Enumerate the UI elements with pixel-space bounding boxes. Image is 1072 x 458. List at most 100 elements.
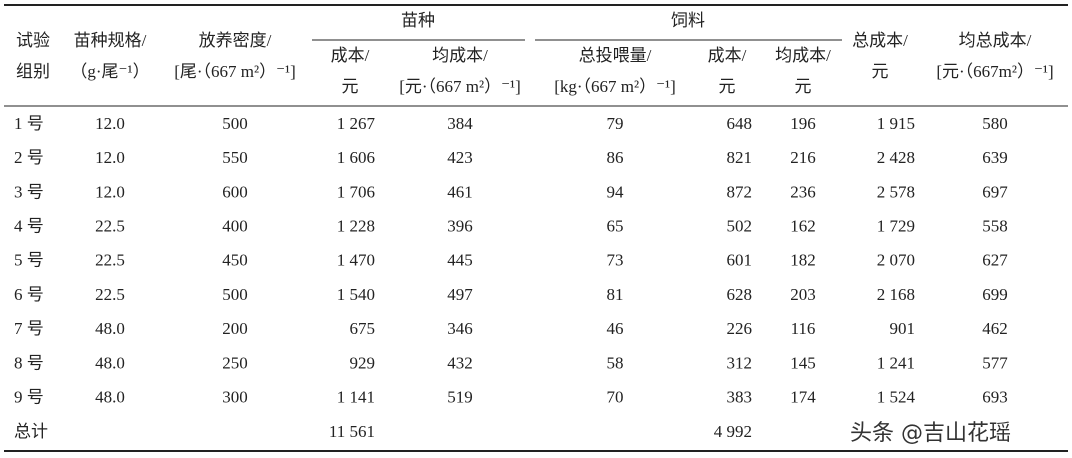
cell: 445 [447,251,473,270]
total-cell: 11 561 [329,422,375,441]
cell: 2 号 [14,148,44,167]
total-label: 总计 [14,422,48,441]
cell: 461 [447,182,473,201]
cell: 400 [222,217,248,236]
cell: 1 524 [877,388,916,407]
cell: 12.0 [95,182,125,201]
cell: 1 706 [337,182,375,201]
header-cell: 总投喂量/ [579,46,652,65]
cell: 432 [447,353,473,372]
cell: 203 [790,285,816,304]
cell: 216 [790,148,816,167]
cell: 182 [790,251,816,270]
cell: 384 [447,114,473,133]
cell: 4 号 [14,217,44,236]
cell: 346 [447,319,473,338]
watermark: 头条 @吉山花瑶 [850,421,1011,446]
cell: 1 141 [337,388,375,407]
cell: 450 [222,251,248,270]
cell: 236 [790,182,816,201]
header-cell: 元 [872,62,889,81]
cell: 423 [447,148,473,167]
cell: 70 [607,388,624,407]
header-cell: 试验 [16,31,50,50]
cell: 1 606 [337,148,375,167]
cell: 3 号 [14,182,44,201]
cell: 226 [727,319,753,338]
header-cell: 元 [719,77,736,96]
cell: 145 [790,353,816,372]
cell: 500 [222,285,248,304]
cell: 462 [982,319,1008,338]
header-cell: [元·（667 m²）⁻¹] [399,77,521,96]
header-cell: 放养密度/ [199,31,272,50]
cell: 383 [727,388,753,407]
header-cell: （g·尾⁻¹） [70,62,149,81]
cell: 48.0 [95,353,125,372]
cell: 929 [350,353,376,372]
group-header: 苗种 [401,11,435,30]
cell: 1 729 [877,217,915,236]
cell: 550 [222,148,248,167]
cell: 300 [222,388,248,407]
cell: 94 [607,182,625,201]
cell: 1 540 [337,285,375,304]
header-cell: 均总成本/ [959,31,1032,50]
cell: 693 [982,388,1008,407]
cell: 1 470 [337,251,375,270]
cell: 22.5 [95,285,125,304]
cell: 48.0 [95,319,125,338]
header-cell: 元 [795,77,812,96]
cell: 196 [790,114,816,133]
cell: 519 [447,388,473,407]
cell: 73 [607,251,624,270]
cell: 1 915 [877,114,915,133]
cell: 22.5 [95,251,125,270]
cell: 5 号 [14,251,44,270]
cell: 648 [727,114,753,133]
cell: 6 号 [14,285,44,304]
cell: 200 [222,319,248,338]
cell: 577 [982,353,1008,372]
cell: 8 号 [14,353,44,372]
header-cell: [元·（667m²）⁻¹] [936,62,1053,81]
cell: 500 [222,114,248,133]
cell: 86 [607,148,624,167]
header-cell: 成本/ [708,46,747,65]
group-header: 饲料 [671,11,705,30]
cell: 1 号 [14,114,44,133]
cell: 600 [222,182,248,201]
cell: 580 [982,114,1008,133]
header-cell: 组别 [16,62,50,81]
cell: 2 168 [877,285,915,304]
cell: 312 [727,353,753,372]
cell: 901 [890,319,916,338]
cell: 497 [447,285,473,304]
total-cell: 4 992 [714,422,752,441]
cell: 2 070 [877,251,915,270]
cell: 162 [790,217,816,236]
cell: 7 号 [14,319,44,338]
cell: 174 [790,388,816,407]
cell: 22.5 [95,217,125,236]
cell: 628 [727,285,753,304]
cell: 1 241 [877,353,915,372]
cell: 675 [350,319,376,338]
cell: 502 [727,217,753,236]
cell: 821 [727,148,753,167]
header-cell: 元 [342,77,359,96]
header-cell: 苗种规格/ [74,31,147,50]
cell: 81 [607,285,624,304]
cell: 116 [791,319,816,338]
cell: 79 [607,114,624,133]
header-cell: [kg·（667 m²）⁻¹] [554,77,676,96]
cell: 1 228 [337,217,375,236]
header-cell: 总成本/ [852,31,908,50]
header-cell: 成本/ [331,46,370,65]
cell: 48.0 [95,388,125,407]
cell: 65 [607,217,624,236]
cell: 46 [607,319,624,338]
cell: 639 [982,148,1008,167]
watermark-bg [845,418,1067,448]
